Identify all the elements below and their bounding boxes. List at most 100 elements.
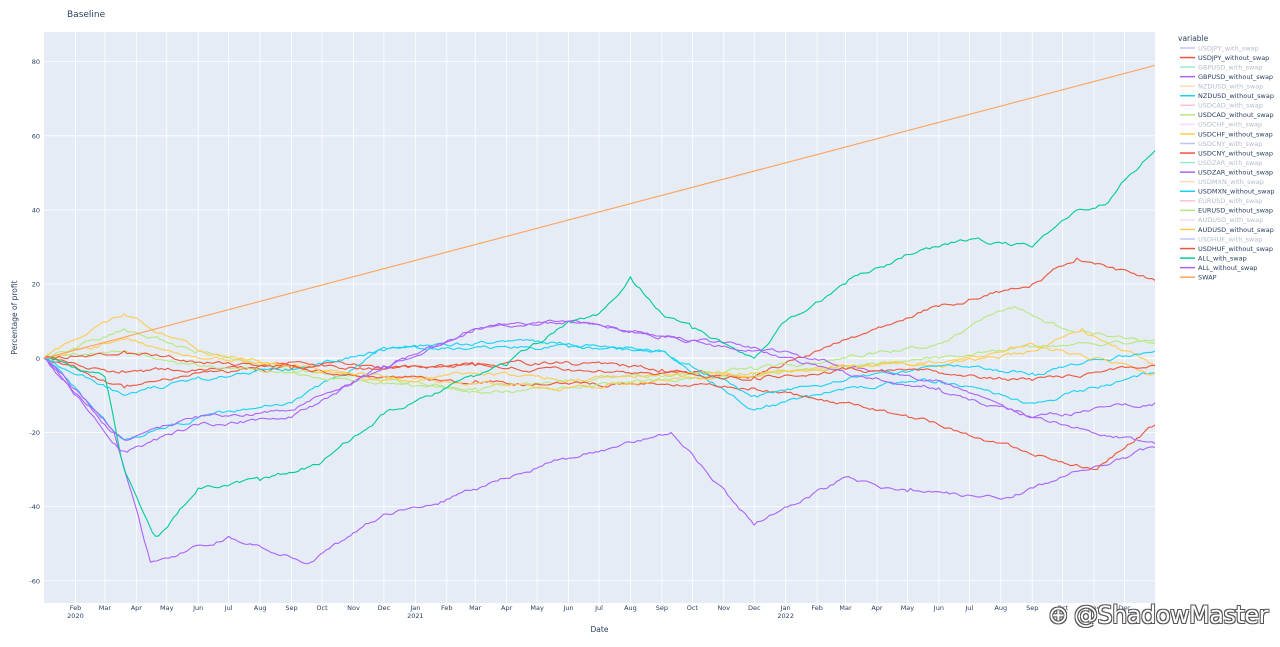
legend-label: USDCHF_without_swap	[1198, 130, 1273, 138]
x-tick-label: Apr	[501, 604, 513, 612]
legend-item[interactable]: USDMXN_with_swap	[1180, 178, 1264, 186]
watermark: ⊕ @ShadowMaster	[1048, 601, 1268, 629]
legend[interactable]: variable USDJPY_with_swap USDJPY_without_…	[1178, 34, 1275, 282]
legend-item[interactable]: USDCNY_with_swap	[1180, 140, 1262, 148]
series-line-usdmxn-without-swap[interactable]	[43, 343, 1156, 398]
legend-item[interactable]: USDJPY_with_swap	[1180, 44, 1259, 52]
legend-item[interactable]: AUDUSD_without_swap	[1180, 226, 1274, 234]
x-tick-label: Dec	[748, 604, 761, 612]
legend-item[interactable]: GBPUSD_with_swap	[1180, 63, 1262, 71]
x-tick-year: 2021	[407, 612, 424, 620]
plot-area[interactable]	[44, 32, 1155, 603]
zhihu-logo-icon: ⊕	[1048, 601, 1068, 629]
legend-item[interactable]: ALL_with_swap	[1180, 254, 1247, 262]
watermark-text: @ShadowMaster	[1073, 601, 1269, 629]
x-tick-label: May	[530, 604, 544, 612]
x-tick-label: Apr	[131, 604, 143, 612]
x-tick-label: Dec	[378, 604, 391, 612]
series-line-gbpusd-without-swap[interactable]	[43, 357, 1156, 565]
legend-label: USDHUF_without_swap	[1198, 245, 1273, 253]
y-axis-title: Percentage of profit	[10, 280, 19, 354]
x-tick-label: Feb	[70, 604, 82, 612]
x-tick-label: Sep	[285, 604, 297, 612]
legend-item[interactable]: EURUSD_without_swap	[1180, 207, 1273, 215]
x-tick-label: Feb	[811, 604, 823, 612]
x-tick-label: Oct	[316, 604, 328, 612]
x-tick-label: Jan	[780, 604, 791, 612]
legend-item[interactable]: USDCNY_without_swap	[1180, 149, 1273, 157]
legend-label: AUDUSD_with_swap	[1198, 216, 1263, 224]
legend-label: USDJPY_without_swap	[1198, 54, 1269, 62]
legend-label: AUDUSD_without_swap	[1198, 226, 1274, 234]
x-tick-label: Jan	[409, 604, 420, 612]
legend-item[interactable]: NZDUSD_without_swap	[1180, 92, 1274, 100]
y-tick-label: -20	[29, 429, 40, 437]
x-tick-label: Aug	[254, 604, 267, 612]
x-tick-label: May	[901, 604, 915, 612]
legend-label: USDCNY_without_swap	[1198, 149, 1273, 157]
legend-label: USDHUF_with_swap	[1198, 235, 1262, 243]
x-tick-label: Jul	[224, 604, 233, 612]
legend-label: USDCHF_with_swap	[1198, 121, 1262, 129]
series-line-usdcny-without-swap[interactable]	[43, 357, 1156, 471]
series-line-all-without-swap[interactable]	[43, 320, 1156, 453]
chart-title: Baseline	[67, 10, 106, 20]
x-tick-label: Aug	[624, 604, 637, 612]
legend-item[interactable]: GBPUSD_without_swap	[1180, 73, 1273, 81]
series-line-swap[interactable]	[43, 64, 1156, 359]
legend-item[interactable]: USDHUF_with_swap	[1180, 235, 1262, 243]
legend-item[interactable]: USDMXN_without_swap	[1180, 188, 1275, 196]
x-tick-label: May	[160, 604, 174, 612]
series-line-eurusd-without-swap[interactable]	[43, 339, 1156, 394]
legend-label: USDCAD_with_swap	[1198, 102, 1263, 110]
legend-item[interactable]: ALL_without_swap	[1180, 264, 1257, 272]
legend-item[interactable]: USDZAR_without_swap	[1180, 168, 1273, 176]
legend-item[interactable]: USDCAD_with_swap	[1180, 102, 1263, 110]
x-tick-label: Nov	[347, 604, 360, 612]
x-tick-label: Dec	[1118, 604, 1131, 612]
y-tick-label: -60	[29, 577, 40, 585]
series-line-usdchf-without-swap[interactable]	[43, 313, 1156, 384]
legend-label: EURUSD_without_swap	[1198, 207, 1273, 215]
x-tick-label: Feb	[441, 604, 453, 612]
x-tick-label: Jun	[933, 604, 944, 612]
legend-title: variable	[1178, 34, 1209, 43]
series-line-audusd-without-swap[interactable]	[43, 337, 1156, 392]
x-tick-label: Mar	[839, 604, 852, 612]
y-tick-label: 60	[32, 132, 40, 140]
x-tick-label: Jun	[562, 604, 573, 612]
legend-item[interactable]: USDZAR_with_swap	[1180, 159, 1262, 167]
legend-label: USDCNY_with_swap	[1198, 140, 1262, 148]
series-lines[interactable]	[43, 64, 1156, 565]
series-line-usdhuf-without-swap[interactable]	[43, 350, 1156, 382]
y-axis: -60 -40 -20 0 20 40 60 80	[29, 58, 40, 585]
y-tick-label: 80	[32, 58, 40, 66]
x-tick-label: Oct	[687, 604, 699, 612]
legend-label: USDZAR_without_swap	[1198, 168, 1273, 176]
series-line-nzdusd-without-swap[interactable]	[43, 338, 1156, 441]
x-tick-label: Nov	[717, 604, 730, 612]
legend-label: USDMXN_without_swap	[1198, 188, 1275, 196]
legend-item[interactable]: USDCAD_without_swap	[1180, 111, 1274, 119]
x-tick-year: 2020	[67, 612, 84, 620]
legend-item[interactable]: USDHUF_without_swap	[1180, 245, 1273, 253]
legend-item[interactable]: NZDUSD_with_swap	[1180, 83, 1263, 91]
y-tick-label: 40	[32, 206, 40, 214]
legend-item[interactable]: USDJPY_without_swap	[1180, 54, 1269, 62]
y-tick-label: -40	[29, 503, 40, 511]
legend-item[interactable]: EURUSD_with_swap	[1180, 197, 1262, 205]
legend-item[interactable]: AUDUSD_with_swap	[1180, 216, 1263, 224]
x-tick-label: Jul	[594, 604, 603, 612]
legend-item[interactable]: USDCHF_without_swap	[1180, 130, 1273, 138]
x-tick-label: Jun	[192, 604, 203, 612]
legend-item[interactable]: USDCHF_with_swap	[1180, 121, 1262, 129]
legend-label: GBPUSD_with_swap	[1198, 63, 1262, 71]
series-line-all-with-swap[interactable]	[43, 150, 1156, 537]
legend-item[interactable]: SWAP	[1180, 274, 1217, 282]
y-tick-label: 20	[32, 281, 40, 289]
x-tick-label: Oct	[1057, 604, 1069, 612]
series-line-usdjpy-without-swap[interactable]	[43, 257, 1156, 379]
legend-label: ALL_without_swap	[1198, 264, 1257, 272]
